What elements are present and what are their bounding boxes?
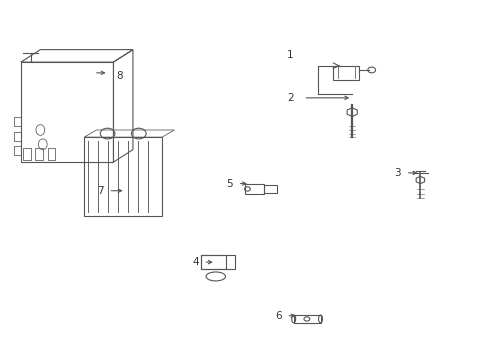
Text: 1: 1 bbox=[287, 50, 294, 60]
Text: 4: 4 bbox=[192, 257, 199, 267]
Text: 2: 2 bbox=[287, 93, 294, 103]
Text: 8: 8 bbox=[116, 71, 122, 81]
Text: 6: 6 bbox=[275, 311, 282, 321]
Text: 7: 7 bbox=[97, 186, 104, 196]
Text: 3: 3 bbox=[394, 168, 401, 178]
Text: 5: 5 bbox=[226, 179, 233, 189]
